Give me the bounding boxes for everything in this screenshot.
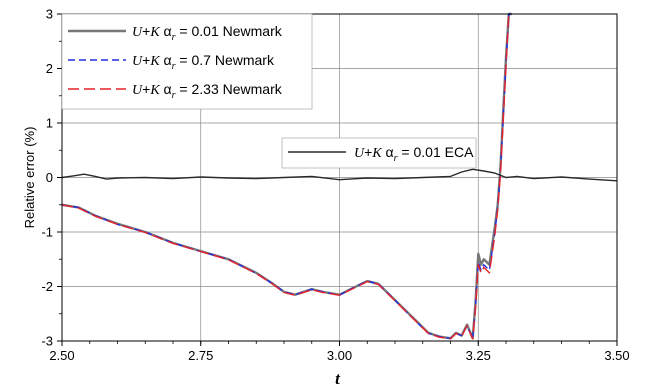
legend-eca: U+K αr = 0.01 ECA — [281, 137, 477, 169]
y-tick-label: 2 — [46, 61, 53, 76]
legend-label-part: r — [394, 153, 398, 164]
y-tick-label: 1 — [46, 116, 53, 131]
legend-label-part: = 0.01 Newmark — [176, 23, 283, 39]
tick-layer: 2.50 2.75 3.00 3.25 3.50 -3 -2 -1 0 1 2 3 — [41, 7, 629, 364]
legend-label-part: U — [132, 25, 143, 40]
legend-label-3: U+K αr = 0.01 ECA — [354, 144, 474, 164]
legend-label-part: + — [142, 81, 150, 97]
y-tick-label: -2 — [41, 279, 53, 294]
legend-label-part: K — [149, 25, 160, 40]
legend-label-part: = 2.33 Newmark — [176, 81, 283, 97]
legend-label-part: + — [364, 144, 372, 160]
x-tick-label: 3.50 — [604, 348, 629, 363]
y-tick-label: 3 — [46, 7, 53, 22]
legend-label-part: U — [132, 54, 143, 69]
x-axis-label: t — [335, 369, 341, 387]
legend-label-part: K — [371, 146, 382, 161]
legend-label-part: + — [142, 23, 150, 39]
legend-label-part: r — [172, 61, 176, 72]
legend-label-part: α — [160, 23, 172, 39]
legend-eca-box — [281, 137, 477, 169]
legend-label-1: U+K αr = 0.7 Newmark — [132, 52, 275, 72]
legend-label-part: + — [142, 52, 150, 68]
series-line-3 — [61, 168, 618, 182]
legend-label-part: r — [172, 90, 176, 101]
legend-label-part: K — [149, 83, 160, 98]
legend-label-part: α — [382, 144, 394, 160]
series-line-2 — [61, 13, 512, 340]
series-layer — [61, 12, 618, 340]
legend-label-part: = 0.7 Newmark — [176, 52, 275, 68]
legend-label-part: α — [160, 81, 172, 97]
y-tick-label: -1 — [41, 225, 53, 240]
legend-label-part: K — [149, 54, 160, 69]
y-tick-label: 0 — [46, 170, 53, 185]
x-tick-label: 2.75 — [188, 348, 213, 363]
legend-label-part: U — [354, 146, 365, 161]
legend-label-part: α — [160, 52, 172, 68]
legend-label-part: r — [172, 32, 176, 43]
legend-label-part: U — [132, 83, 143, 98]
y-axis-label: Relative error (%) — [22, 127, 37, 229]
legend-label-0: U+K αr = 0.01 Newmark — [132, 23, 283, 43]
y-tick-label: -3 — [41, 334, 53, 349]
x-tick-label: 3.25 — [466, 348, 491, 363]
x-tick-label: 3.00 — [327, 348, 352, 363]
legend-label-2: U+K αr = 2.33 Newmark — [132, 81, 283, 101]
legend-label-part: = 0.01 ECA — [398, 144, 475, 160]
x-tick-label: 2.50 — [49, 348, 74, 363]
